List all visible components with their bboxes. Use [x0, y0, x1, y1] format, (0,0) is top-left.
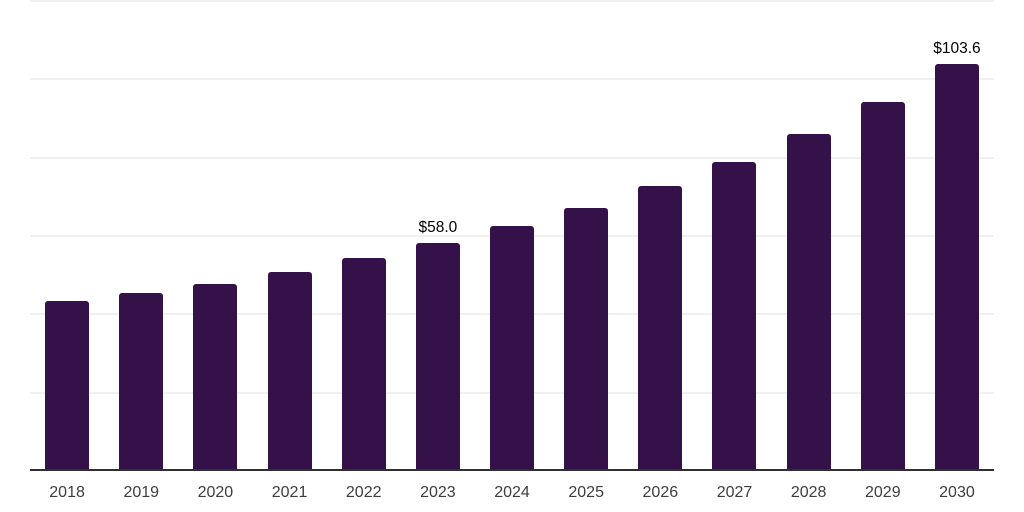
bar-2021 — [267, 271, 312, 470]
x-tick-label-2029: 2029 — [865, 484, 901, 501]
x-tick-label-2027: 2027 — [716, 484, 753, 501]
x-tick-label-2018: 2018 — [49, 484, 85, 501]
bar-2020 — [193, 283, 238, 470]
band-2023: $58.0 — [401, 0, 475, 470]
bar-2019 — [119, 292, 164, 470]
band-2028 — [772, 0, 846, 470]
data-label-2030: $103.6 — [933, 40, 981, 58]
bar-2027 — [712, 162, 757, 470]
bar-2024 — [490, 226, 535, 470]
band-2030: $103.6 — [920, 0, 994, 470]
band-2024 — [475, 0, 549, 470]
bar-2025 — [564, 207, 609, 470]
bar-2018 — [45, 301, 90, 470]
x-tick-label-2026: 2026 — [642, 484, 679, 501]
plot-area: $58.0 $103.6 — [30, 0, 994, 470]
x-tick-label-2028: 2028 — [790, 484, 827, 501]
bar-2028 — [786, 134, 831, 470]
band-2027 — [697, 0, 771, 470]
gridline-120 — [30, 0, 994, 2]
gridline-80 — [30, 156, 994, 159]
band-2022 — [327, 0, 401, 470]
x-tick-label-2024: 2024 — [494, 484, 530, 501]
band-2021 — [252, 0, 326, 470]
x-axis-line — [30, 469, 994, 471]
x-tick-label-2030: 2030 — [939, 484, 975, 501]
band-2026 — [623, 0, 697, 470]
band-2025 — [549, 0, 623, 470]
band-2029 — [846, 0, 920, 470]
x-axis-tick-labels: 2018 2019 2020 2021 2022 2023 2024 2025 2026 2027… — [30, 481, 994, 505]
x-tick-label-2020: 2020 — [197, 484, 234, 501]
band-2020 — [178, 0, 252, 470]
bar-2023 — [415, 242, 460, 470]
bar-2026 — [638, 186, 683, 470]
band-2018 — [30, 0, 104, 470]
bar-2029 — [860, 101, 905, 470]
x-tick-label-2022: 2022 — [345, 484, 382, 501]
x-tick-label-2021: 2021 — [271, 484, 308, 501]
data-label-2023: $58.0 — [418, 218, 458, 236]
bar-2022 — [341, 258, 386, 470]
x-tick-label-2025: 2025 — [568, 484, 604, 501]
x-tick-label-2019: 2019 — [123, 484, 160, 501]
band-2019 — [104, 0, 178, 470]
x-tick-label-2023: 2023 — [420, 484, 456, 501]
bar-series: $58.0 $103.6 — [30, 0, 994, 470]
bar-2030 — [934, 64, 979, 470]
gridline-100 — [30, 78, 994, 81]
